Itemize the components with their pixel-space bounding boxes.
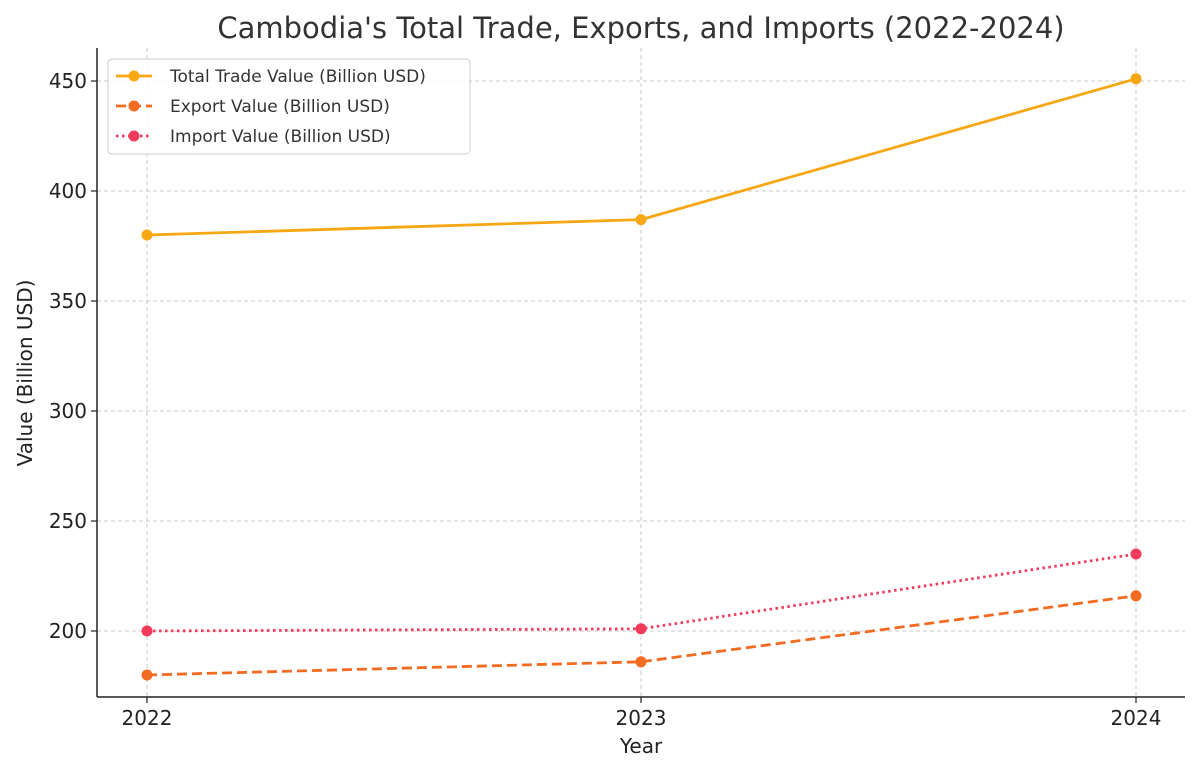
data-point — [141, 229, 153, 241]
legend-label: Total Trade Value (Billion USD) — [169, 67, 426, 87]
data-point — [635, 623, 647, 635]
x-tick-label: 2023 — [616, 706, 667, 730]
legend-marker — [128, 100, 140, 112]
y-tick-label: 400 — [49, 179, 87, 203]
data-point — [141, 669, 153, 681]
y-axis-title: Value (Billion USD) — [13, 280, 37, 467]
x-tick-label: 2022 — [122, 706, 173, 730]
legend-item: Import Value (Billion USD) — [116, 127, 391, 147]
series-line — [146, 552, 1137, 633]
data-point — [635, 214, 647, 226]
y-tick-label: 200 — [49, 619, 87, 643]
series-1 — [141, 73, 1142, 241]
legend-label: Export Value (Billion USD) — [170, 97, 390, 117]
legend-marker — [128, 130, 140, 142]
legend-label: Import Value (Billion USD) — [170, 127, 391, 147]
legend-item: Total Trade Value (Billion USD) — [116, 67, 426, 87]
axes — [91, 48, 1185, 703]
series-lines — [141, 73, 1142, 681]
y-tick-label: 450 — [49, 69, 87, 93]
data-point — [1130, 548, 1142, 560]
chart-title: Cambodia's Total Trade, Exports, and Imp… — [217, 11, 1064, 45]
grid-lines — [97, 48, 1185, 697]
legend: Total Trade Value (Billion USD) Export Va… — [107, 58, 471, 155]
y-tick-label: 250 — [49, 509, 87, 533]
series-2 — [141, 590, 1142, 681]
data-point — [635, 656, 647, 668]
y-tick-labels: 200 250 300 350 400 450 — [49, 69, 87, 643]
data-point — [1130, 590, 1142, 602]
y-tick-label: 300 — [49, 399, 87, 423]
x-tick-label: 2024 — [1111, 706, 1162, 730]
legend-marker — [128, 70, 140, 82]
x-axis-title: Year — [619, 734, 663, 758]
legend-item: Export Value (Billion USD) — [116, 97, 390, 117]
data-point — [141, 625, 153, 637]
y-tick-label: 350 — [49, 289, 87, 313]
series-3 — [141, 548, 1142, 637]
data-point — [1130, 73, 1142, 85]
series-line — [146, 594, 1137, 677]
legend-box — [107, 58, 471, 155]
x-tick-labels: 2022 2023 2024 — [122, 706, 1162, 730]
